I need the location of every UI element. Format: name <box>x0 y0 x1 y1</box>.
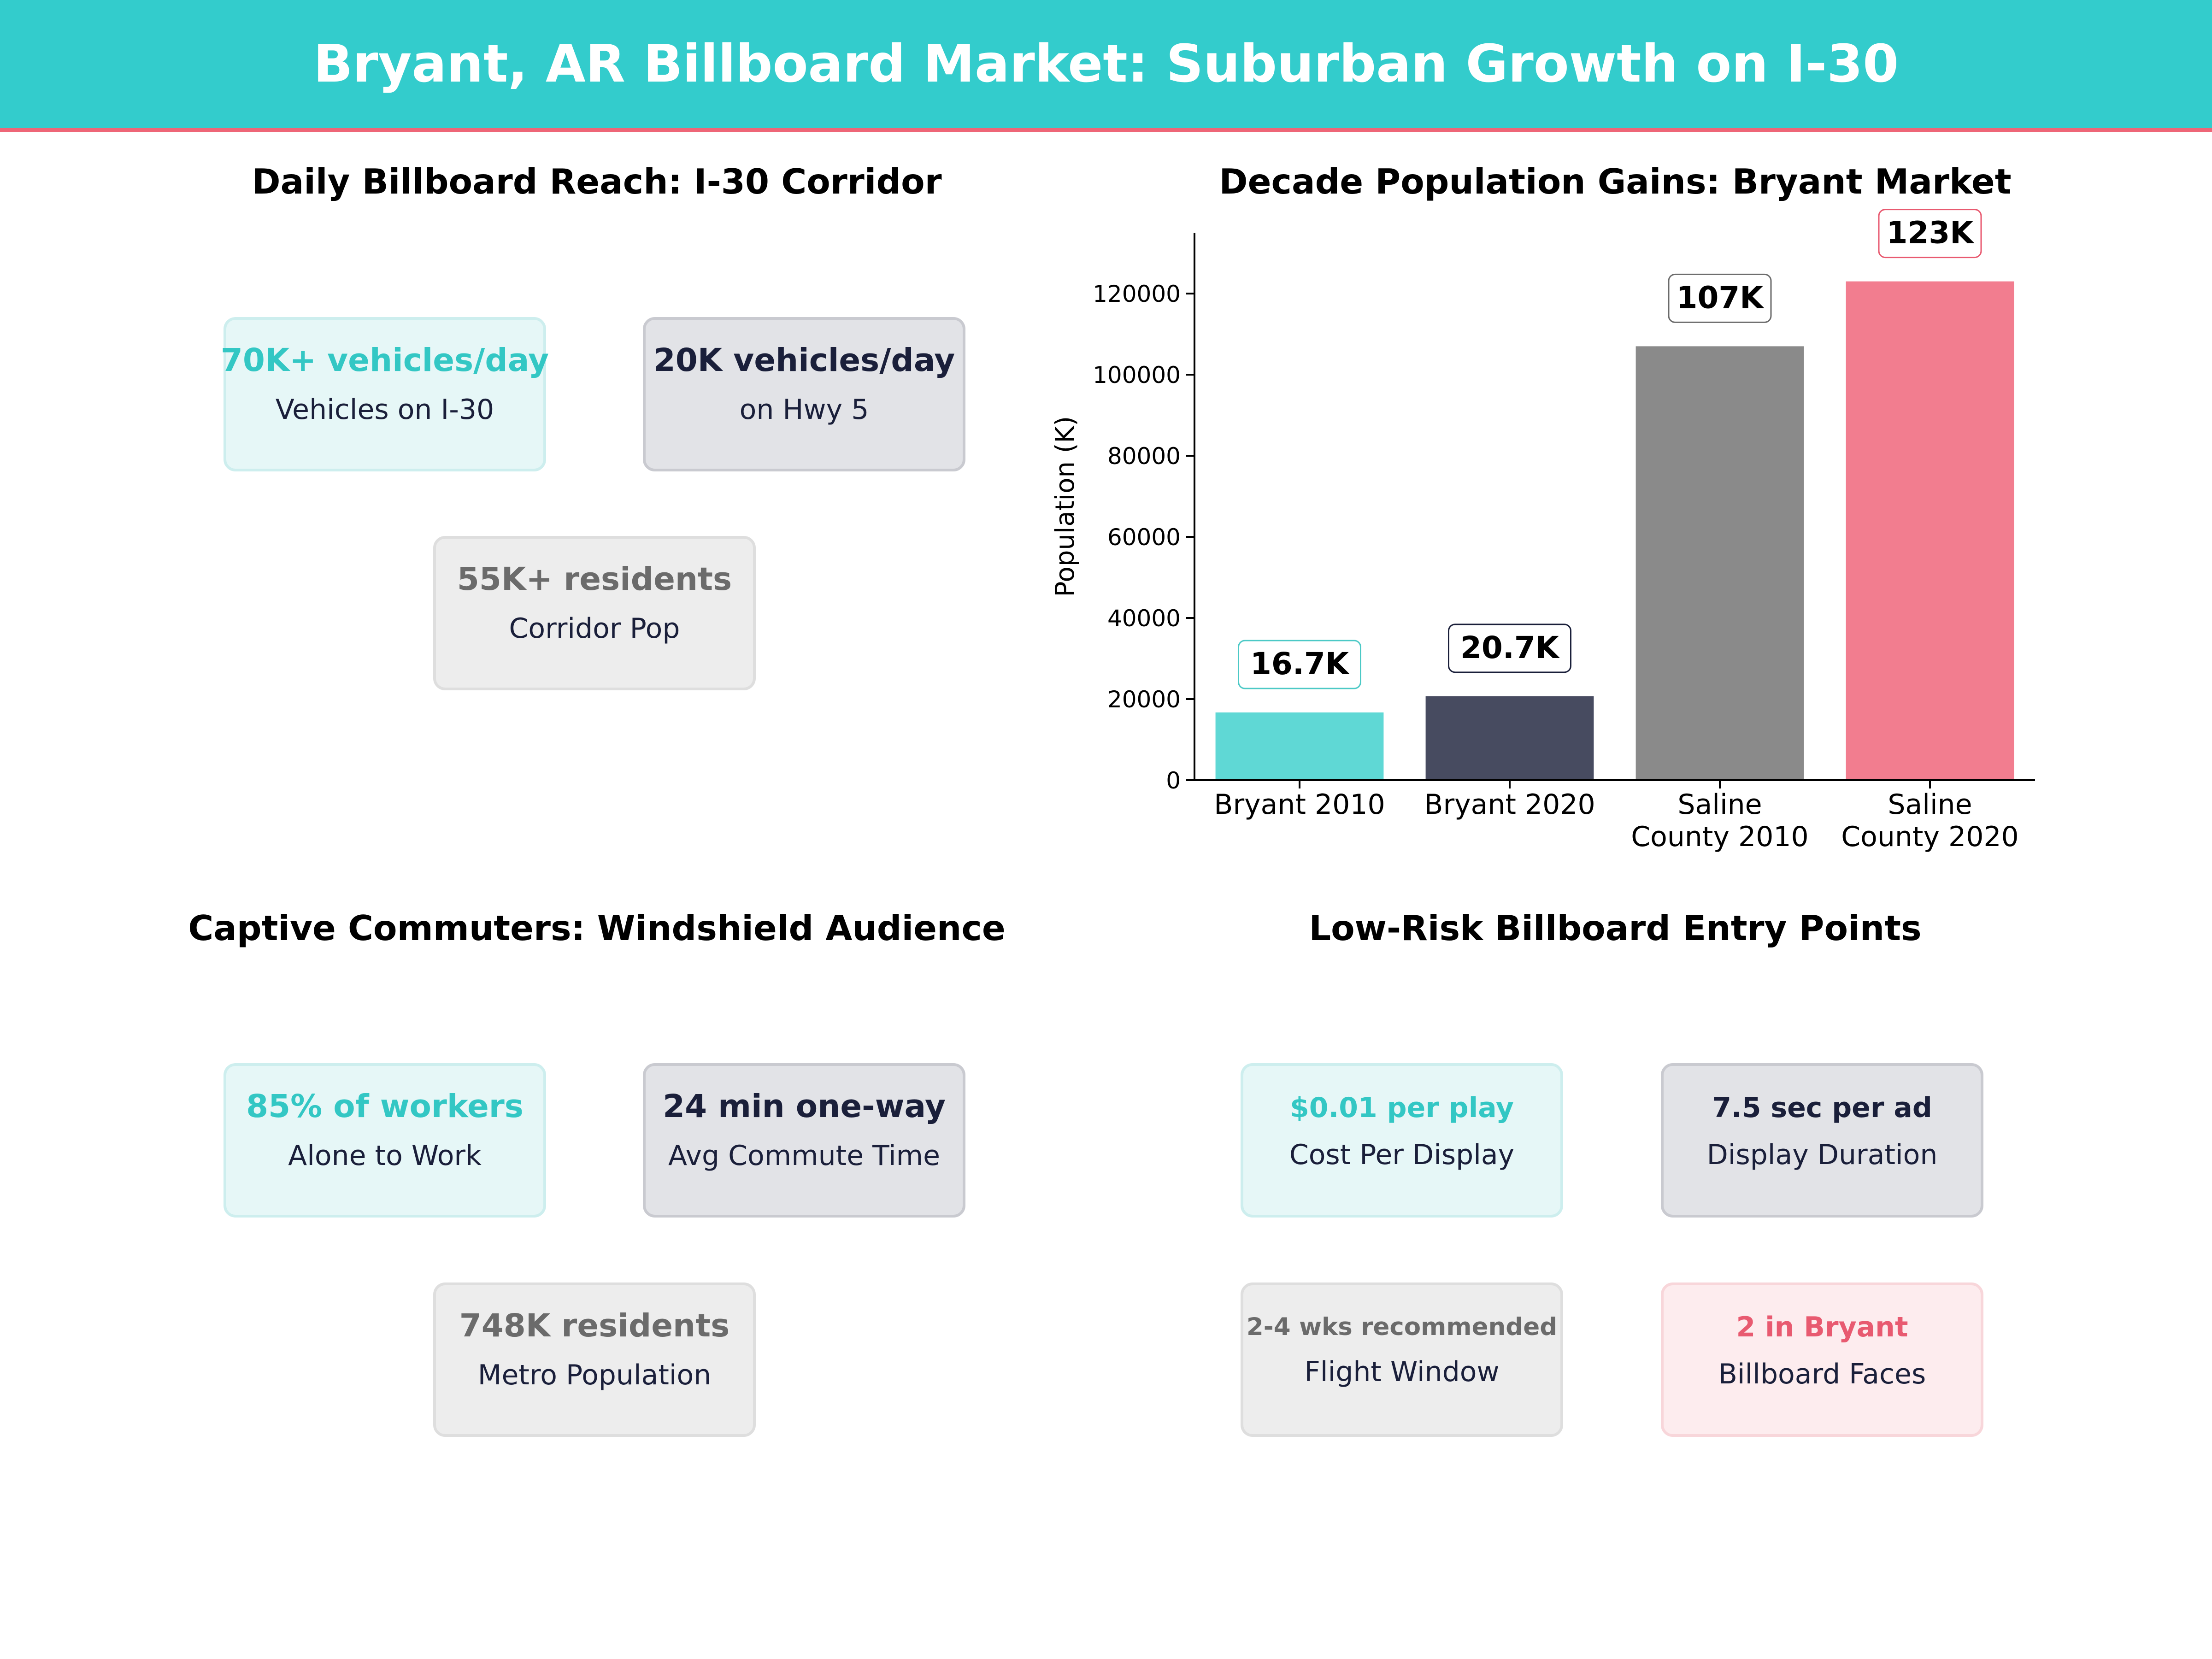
reach-panel-title: Daily Billboard Reach: I-30 Corridor <box>252 161 942 202</box>
card-label: Display Duration <box>1706 1139 1938 1171</box>
bar <box>1215 712 1384 780</box>
y-tick-label: 40000 <box>1107 605 1181 632</box>
card-label: Vehicles on I-30 <box>275 394 494 426</box>
population-bar-chart: 0 20000 40000 60000 80000 100000 120000 Bryant … <box>1050 209 2035 853</box>
vehicles-hwy5-card: 20K vehicles/day on Hwy 5 <box>643 317 965 471</box>
y-tick-label: 20000 <box>1107 686 1181 713</box>
billboard-faces-card: 2 in Bryant Billboard Faces <box>1661 1282 1983 1437</box>
x-tick-label: County 2010 <box>1631 821 1808 853</box>
x-tick-label: Saline <box>1888 788 1972 821</box>
card-value: 7.5 sec per ad <box>1712 1092 1932 1124</box>
y-tick-label: 100000 <box>1093 362 1181 388</box>
card-value: 70K+ vehicles/day <box>220 342 549 379</box>
data-label-box <box>1448 624 1571 673</box>
workers-alone-card: 85% of workers Alone to Work <box>224 1063 546 1218</box>
data-label: 107K <box>1677 280 1765 315</box>
entry-panel-title: Low-Risk Billboard Entry Points <box>1309 908 1922 948</box>
card-label: Alone to Work <box>288 1140 482 1172</box>
data-label-box <box>1668 273 1772 323</box>
corridor-pop-card: 55K+ residents Corridor Pop <box>433 536 756 690</box>
card-value: 85% of workers <box>246 1088 524 1125</box>
card-value: 2-4 wks recommended <box>1246 1313 1558 1341</box>
x-tick-label: County 2020 <box>1841 821 2018 853</box>
header-banner: Bryant, AR Billboard Market: Suburban Gr… <box>0 0 2212 132</box>
x-tick-label: Saline <box>1677 788 1762 821</box>
data-label-box <box>1878 209 1982 259</box>
chart-title: Decade Population Gains: Bryant Market <box>1219 161 2012 202</box>
data-label: 16.7K <box>1250 646 1350 682</box>
y-tick-label: 80000 <box>1107 443 1181 470</box>
card-label: Metro Population <box>477 1359 712 1391</box>
vehicles-i30-card: 70K+ vehicles/day Vehicles on I-30 <box>220 317 549 471</box>
card-value: 20K vehicles/day <box>653 342 955 379</box>
y-tick-label: 0 <box>1166 767 1181 794</box>
x-tick-label: Bryant 2020 <box>1424 788 1595 821</box>
y-tick-label: 60000 <box>1107 524 1181 551</box>
card-label: Flight Window <box>1304 1356 1500 1388</box>
bar <box>1425 696 1594 780</box>
card-label: Billboard Faces <box>1718 1358 1926 1390</box>
card-value: 55K+ residents <box>457 561 732 598</box>
card-label: Corridor Pop <box>509 612 680 645</box>
data-label: 123K <box>1887 215 1975 251</box>
flight-window-card: 2-4 wks recommended Flight Window <box>1241 1282 1563 1437</box>
data-label: 20.7K <box>1460 630 1560 665</box>
card-value: $0.01 per play <box>1289 1092 1514 1124</box>
card-label: on Hwy 5 <box>739 394 869 426</box>
card-value: 748K residents <box>459 1307 730 1344</box>
card-label: Avg Commute Time <box>668 1140 941 1172</box>
metro-pop-card: 748K residents Metro Population <box>433 1282 756 1437</box>
x-tick-label: Bryant 2010 <box>1214 788 1385 821</box>
page-title: Bryant, AR Billboard Market: Suburban Gr… <box>313 34 1899 94</box>
commuters-panel-title: Captive Commuters: Windshield Audience <box>188 908 1006 948</box>
y-tick-label: 120000 <box>1093 281 1181 307</box>
bar <box>1635 346 1804 780</box>
card-value: 24 min one-way <box>663 1088 946 1125</box>
display-duration-card: 7.5 sec per ad Display Duration <box>1661 1063 1983 1218</box>
card-value: 2 in Bryant <box>1736 1311 1908 1343</box>
commute-time-card: 24 min one-way Avg Commute Time <box>643 1063 965 1218</box>
y-axis-label: Population (K) <box>1050 416 1080 597</box>
card-label: Cost Per Display <box>1289 1139 1515 1171</box>
bar <box>1846 281 2014 780</box>
data-label-box <box>1238 640 1361 689</box>
cost-per-display-card: $0.01 per play Cost Per Display <box>1241 1063 1563 1218</box>
